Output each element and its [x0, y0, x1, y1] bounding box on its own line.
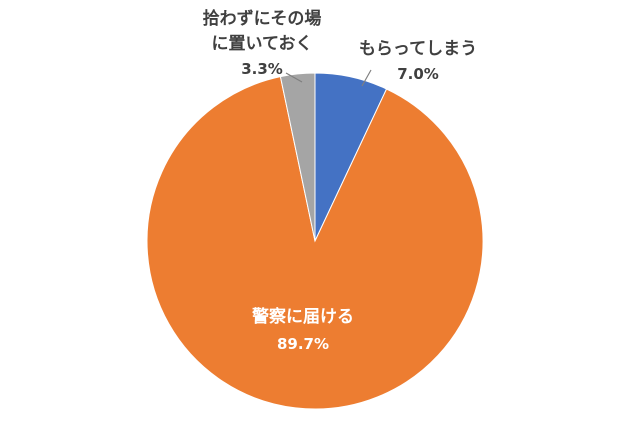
leader-line-morattesimau [361, 69, 372, 87]
slice-label-morattesimau: もらってしまう [359, 39, 477, 59]
slice-value-hirowazu: 3.3% [241, 60, 283, 78]
pie-slice-hirowazu [279, 72, 316, 242]
leader-line-hirowazu [285, 72, 303, 83]
slice-label-hirowazu-line1: 拾わずにその場 [203, 8, 322, 29]
slice-label-keisatsu: 警察に届ける [251, 306, 354, 327]
slice-label-hirowazu-line2: に置いておく [212, 34, 313, 54]
slice-value-keisatsu: 89.7% [277, 335, 329, 353]
pie-slice-keisatsu [146, 76, 484, 410]
slice-value-morattesimau: 7.0% [397, 65, 439, 83]
